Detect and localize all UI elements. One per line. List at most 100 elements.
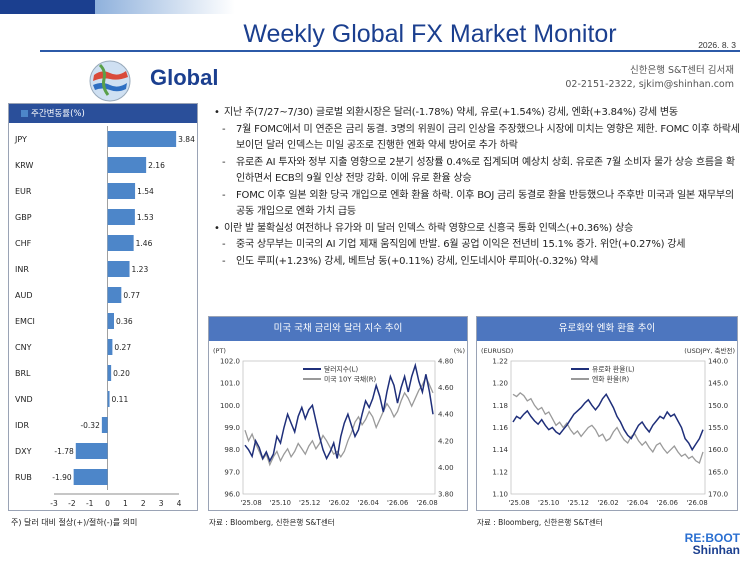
- left-axis-tick: 97.0: [224, 468, 240, 476]
- bar-jpy: [107, 131, 177, 147]
- author-block: 신한은행 S&T센터 김서재 02-2151-2322, sjkim@shinh…: [565, 64, 734, 92]
- right-axis-tick: 3.80: [438, 491, 454, 499]
- left-axis-tick: 101.0: [220, 380, 240, 388]
- left-axis-tick: 102.0: [220, 358, 240, 366]
- bar-x-tick: 2: [141, 499, 146, 508]
- bar-x-tick: 3: [159, 499, 164, 508]
- x-axis-tick: '26.08: [416, 499, 437, 507]
- legend-label: 달러지수(L): [324, 365, 358, 374]
- header-decoration-light: [95, 0, 235, 14]
- left-axis-tick: 1.12: [492, 468, 508, 476]
- bar-x-tick: -2: [68, 499, 76, 508]
- right-axis-tick: 145.0: [708, 380, 728, 388]
- bar-category-label: EUR: [15, 187, 32, 196]
- source-note-right: 자료 : Bloomberg, 신한은행 S&T센터: [477, 518, 603, 527]
- bullet-sub: 7월 FOMC에서 미 연준은 금리 동결. 3명의 위원이 금리 인상을 주장…: [214, 122, 742, 155]
- bar-category-label: CHF: [15, 239, 32, 248]
- bar-category-label: KRW: [15, 161, 33, 170]
- plot-area: [510, 360, 706, 495]
- bullet-main: 지난 주(7/27~7/30) 글로벌 외환시장은 달러(-1.78%) 약세,…: [214, 105, 742, 122]
- author-name: 신한은행 S&T센터 김서재: [630, 65, 734, 76]
- right-axis-tick: 4.00: [438, 464, 454, 472]
- bar-category-label: AUD: [15, 291, 33, 300]
- right-axis-unit: (USDJPY, 축반전): [684, 346, 735, 355]
- left-axis-tick: 1.10: [492, 491, 508, 499]
- left-axis-tick: 1.16: [492, 424, 508, 432]
- author-contact: 02-2151-2322, sjkim@shinhan.com: [565, 79, 734, 90]
- x-axis-tick: '25.10: [270, 499, 291, 507]
- left-axis-unit: (PT): [213, 347, 226, 355]
- right-axis-tick: 4.20: [438, 437, 454, 445]
- bar-value-label: -0.32: [80, 421, 100, 430]
- legend-label: 주간변동률(%): [31, 109, 85, 119]
- left-axis-tick: 1.22: [492, 358, 508, 366]
- right-axis-tick: 155.0: [708, 424, 728, 432]
- bar-value-label: 1.23: [132, 265, 149, 274]
- right-axis-tick: 160.0: [708, 446, 728, 454]
- bar-krw: [107, 157, 147, 173]
- bar-category-label: IDR: [15, 421, 30, 430]
- bar-value-label: 0.27: [114, 343, 131, 352]
- x-axis-tick: '25.10: [538, 499, 559, 507]
- left-axis-tick: 1.14: [492, 446, 508, 454]
- weekly-change-panel: 주간변동률(%) JPY 3.84 KRW 2.16 EUR 1.54 GBP 1.53 CHF…: [8, 103, 198, 511]
- header-decoration-dark: [0, 0, 95, 14]
- bar-value-label: -1.90: [52, 473, 72, 482]
- left-axis-tick: 1.20: [492, 380, 508, 388]
- bar-category-label: CNY: [15, 343, 32, 352]
- bar-x-tick: 1: [123, 499, 128, 508]
- bar-value-label: 0.36: [116, 317, 133, 326]
- x-axis-tick: '26.04: [358, 499, 379, 507]
- weekly-change-bar-chart: JPY 3.84 KRW 2.16 EUR 1.54 GBP 1.53 CHF 1.46 INR 1.…: [14, 126, 195, 508]
- brand-shinhan: Shinhan: [692, 543, 740, 557]
- ust-dxy-chart-title: 미국 국채 금리와 달러 지수 추이: [209, 317, 467, 341]
- bar-x-tick: 4: [177, 499, 182, 508]
- bar-vnd: [107, 391, 110, 407]
- left-axis-tick: 99.0: [224, 424, 240, 432]
- series-line-0: [512, 392, 704, 452]
- x-axis-tick: '26.02: [597, 499, 618, 507]
- header-divider: [40, 50, 740, 52]
- ust-dxy-line-chart: (PT) (%) 102.0 101.0 100.0 99.0 98.0 97.0 96.0 4.…: [213, 347, 465, 507]
- legend-label: 미국 10Y 국채(R): [324, 375, 377, 384]
- bar-idr: [101, 417, 108, 433]
- series-line-1: [512, 392, 704, 464]
- bar-value-label: 1.53: [137, 213, 154, 222]
- bar-value-label: 1.46: [136, 239, 153, 248]
- bar-category-label: JPY: [14, 135, 27, 144]
- left-axis-unit: (EURUSD): [481, 347, 513, 355]
- bullet-sub: 유로존 AI 투자와 정부 지출 영향으로 2분기 성장률 0.4%로 집계되며…: [214, 155, 742, 188]
- series-line-0: [244, 362, 434, 463]
- ust-dxy-chart-panel: 미국 국채 금리와 달러 지수 추이 (PT) (%) 102.0 101.0 100.…: [208, 316, 468, 511]
- bar-value-label: 2.16: [148, 161, 165, 170]
- weekly-change-legend-bar: 주간변동률(%): [9, 104, 197, 123]
- right-axis-tick: 4.60: [438, 384, 454, 392]
- bar-category-label: EMCI: [15, 317, 35, 326]
- bar-x-tick: -3: [50, 499, 58, 508]
- market-commentary: 지난 주(7/27~7/30) 글로벌 외환시장은 달러(-1.78%) 약세,…: [214, 105, 742, 270]
- left-axis-tick: 100.0: [220, 402, 240, 410]
- bar-cny: [107, 339, 113, 355]
- section-title: Global: [150, 65, 219, 90]
- bullet-sub: FOMC 이후 일본 외환 당국 개입으로 엔화 환율 하락. 이후 BOJ 금…: [214, 188, 742, 221]
- bar-category-label: GBP: [15, 213, 32, 222]
- bar-x-tick: -1: [86, 499, 94, 508]
- bar-category-label: DXY: [15, 447, 32, 456]
- right-axis-tick: 165.0: [708, 468, 728, 476]
- right-axis-tick: 4.80: [438, 358, 454, 366]
- legend-label: 유로화 환율(L): [592, 365, 635, 374]
- bar-value-label: 0.11: [112, 395, 129, 404]
- source-note-left: 자료 : Bloomberg, 신한은행 S&T센터: [209, 518, 335, 527]
- globe-icon: [89, 60, 131, 102]
- bar-dxy: [75, 443, 108, 459]
- left-axis-tick: 98.0: [224, 446, 240, 454]
- bar-chart-footnote: 주) 달러 대비 절상(+)/절하(-)를 의미: [11, 518, 138, 527]
- bar-x-tick: 0: [105, 499, 110, 508]
- bar-chf: [107, 235, 134, 251]
- brand-reboot: RE:BOOT: [684, 531, 740, 545]
- report-title: Weekly Global FX Market Monitor: [243, 20, 617, 48]
- bar-brl: [107, 365, 112, 381]
- right-axis-unit: (%): [454, 347, 465, 355]
- bar-category-label: VND: [15, 395, 33, 404]
- x-axis-tick: '26.06: [657, 499, 678, 507]
